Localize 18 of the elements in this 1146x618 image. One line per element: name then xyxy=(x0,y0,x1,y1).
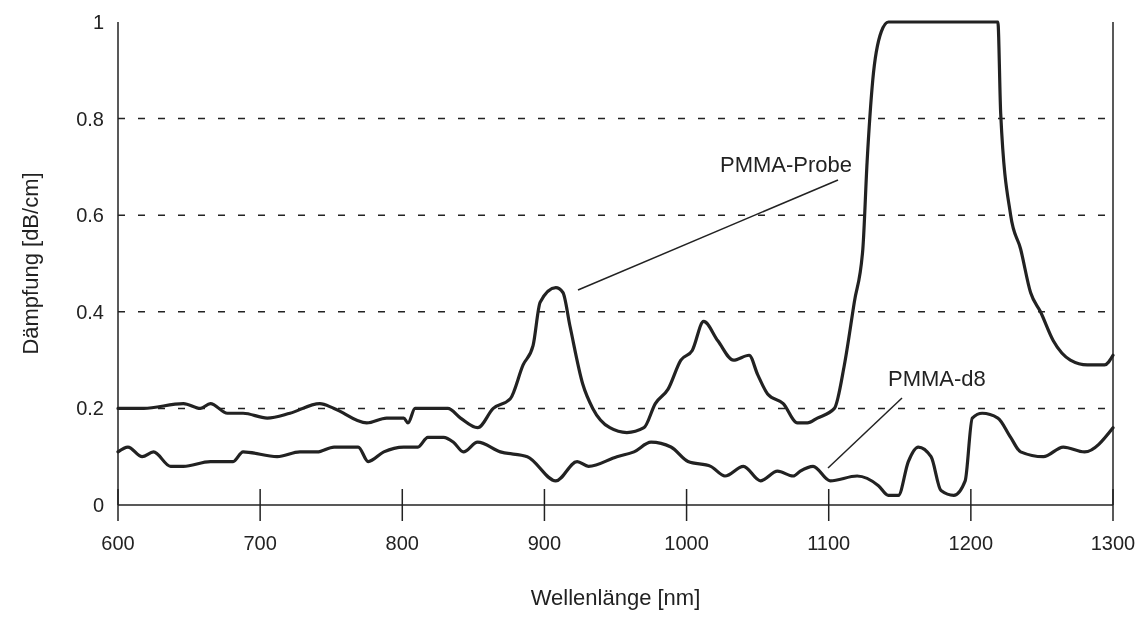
y-tick-label: 0.6 xyxy=(76,204,104,227)
y-tick-label: 0.2 xyxy=(76,397,104,420)
series-label: PMMA-d8 xyxy=(888,366,986,391)
y-tick-label: 0 xyxy=(92,494,104,516)
x-tick-label: 900 xyxy=(527,532,562,554)
x-tick-label: 600 xyxy=(101,532,135,554)
x-tick-label: 1000 xyxy=(664,532,709,554)
y-tick-label: 0.4 xyxy=(76,300,104,323)
y-tick-label: 0.8 xyxy=(76,107,104,130)
series-label: PMMA-Probe xyxy=(720,152,853,177)
x-tick-label: 1100 xyxy=(807,532,851,554)
x-tick-label: 1200 xyxy=(948,532,994,554)
y-axis-title: Dämpfung [dB/cm] xyxy=(18,172,43,355)
x-tick-label: 700 xyxy=(243,532,277,554)
x-tick-label: 1300 xyxy=(1090,532,1136,554)
x-tick-label: 800 xyxy=(385,532,419,554)
x-axis-title: Wellenlänge [nm] xyxy=(530,585,701,610)
y-tick-label: 1 xyxy=(92,11,104,33)
